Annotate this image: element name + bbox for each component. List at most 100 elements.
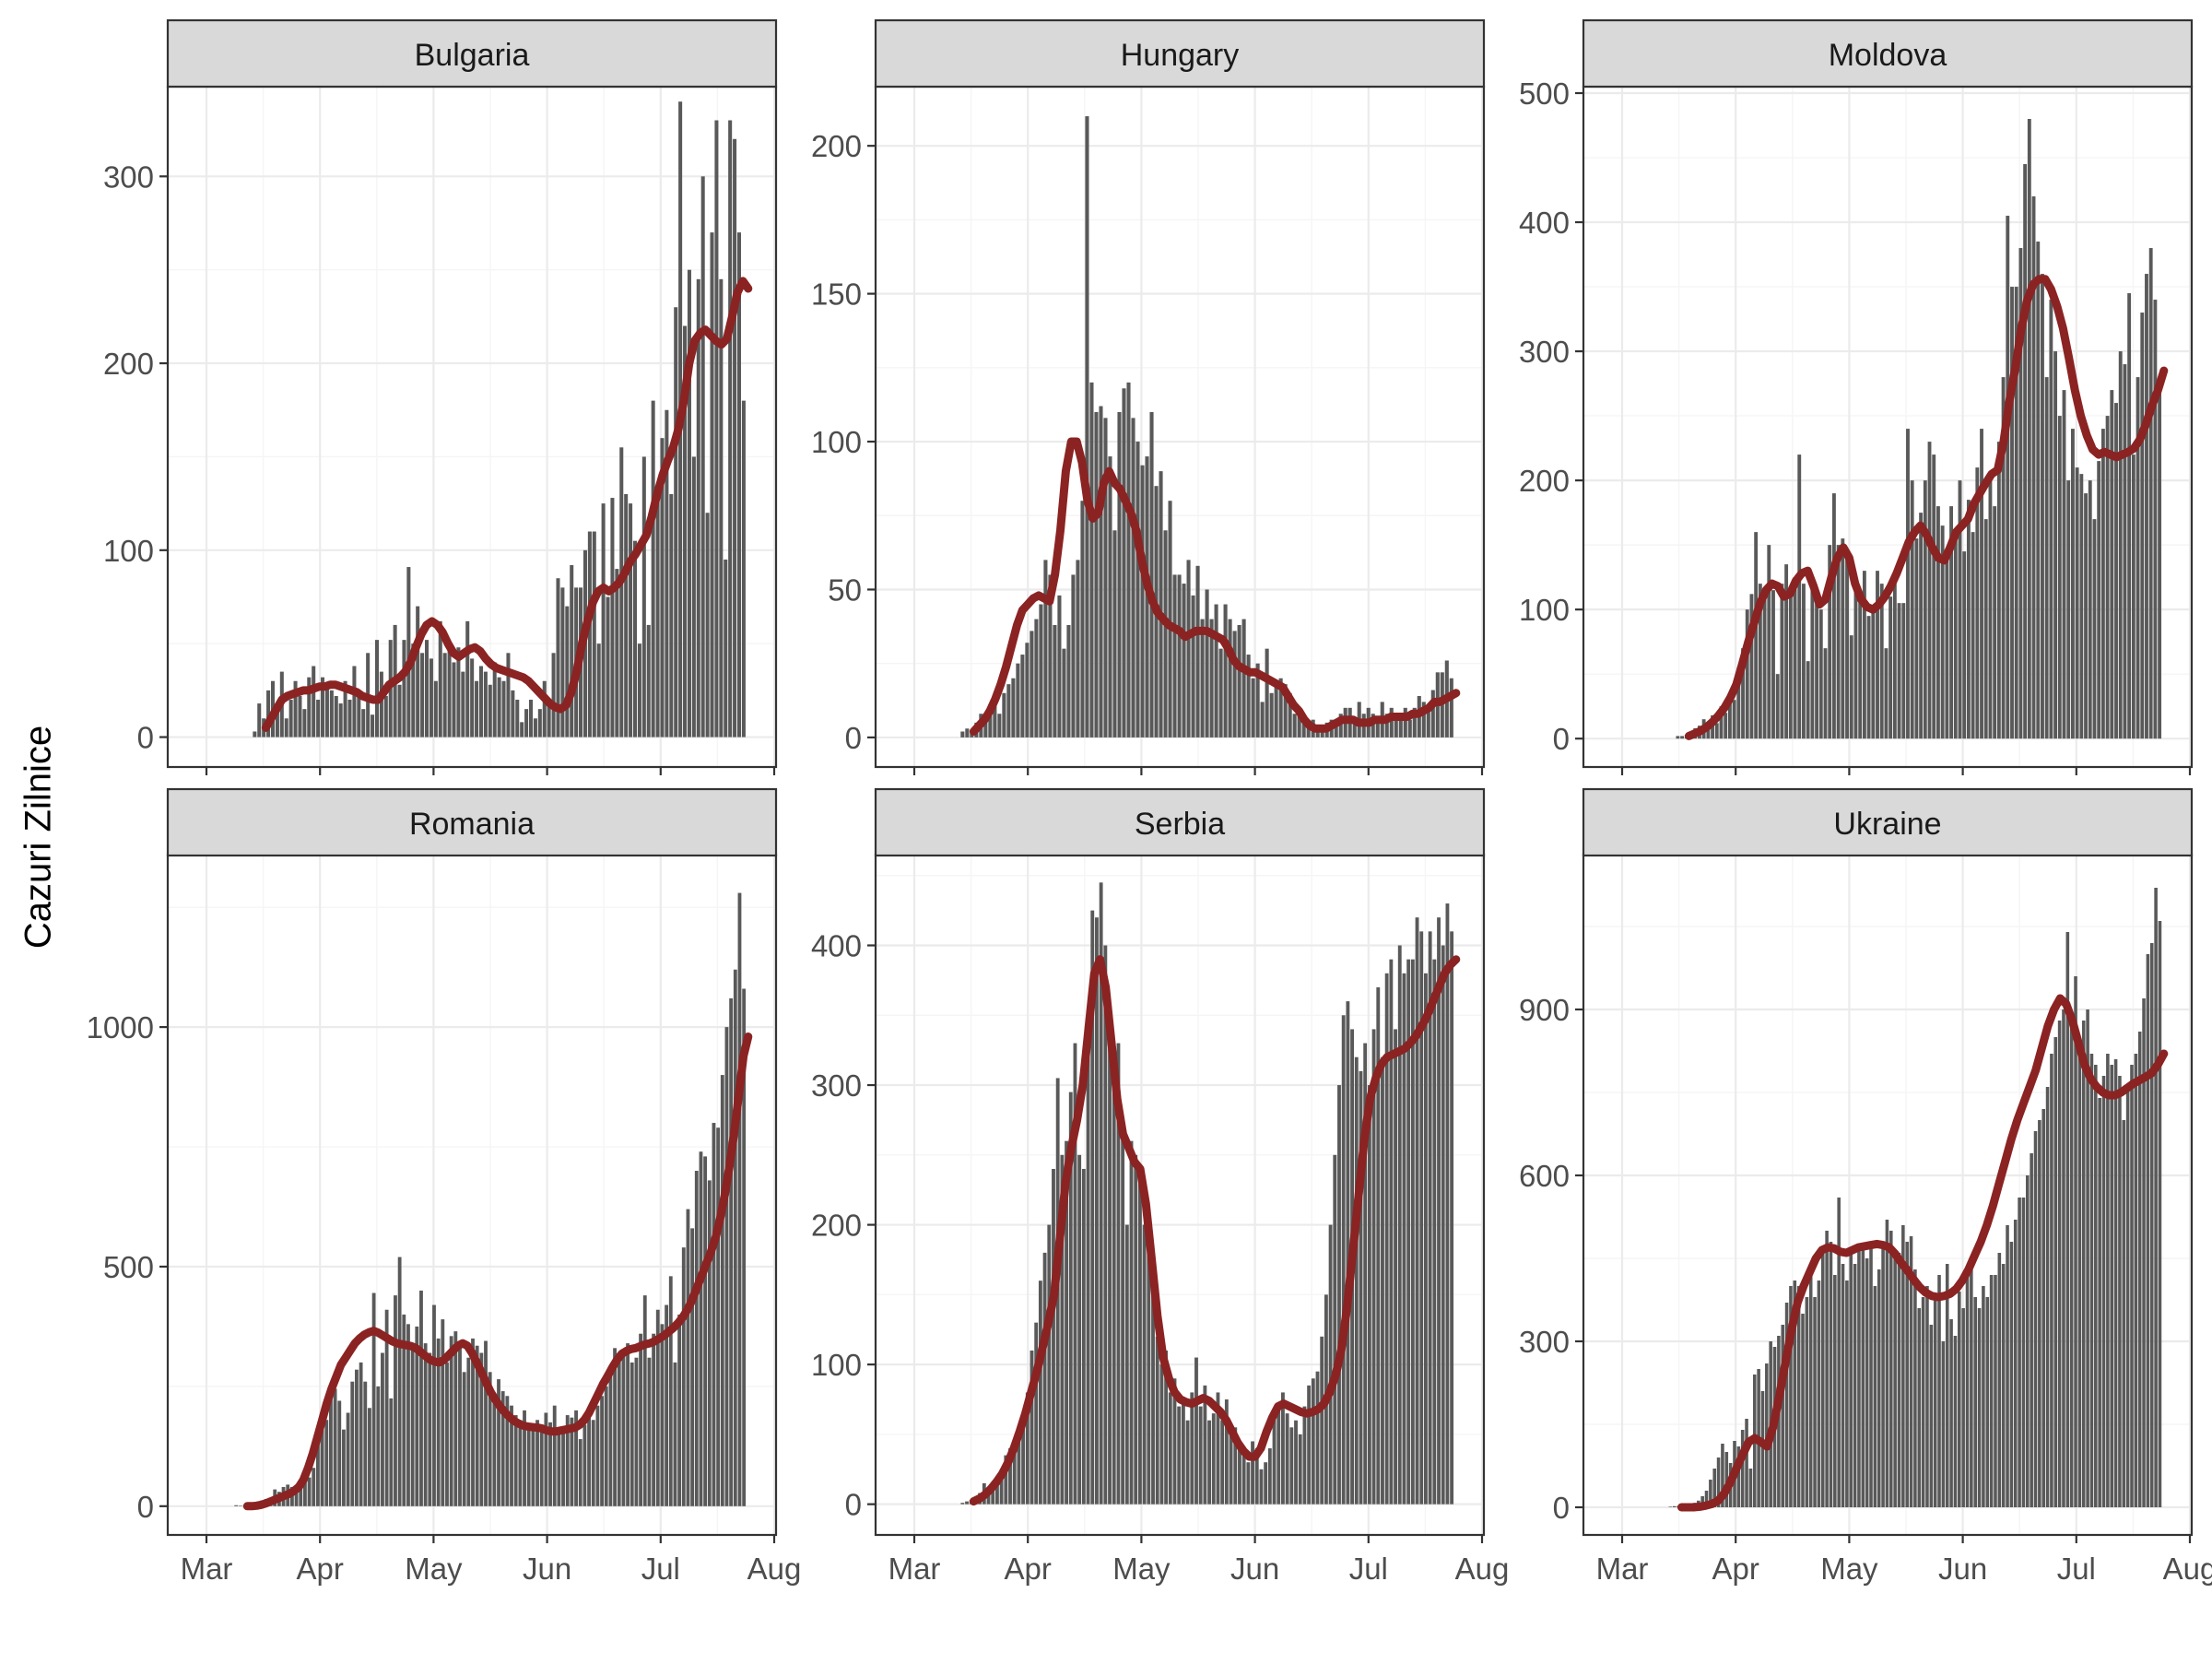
bar	[1060, 1154, 1065, 1505]
bar	[1823, 648, 1828, 739]
bar	[683, 325, 688, 738]
bar	[1065, 1140, 1068, 1505]
bar	[1775, 674, 1780, 739]
bar	[438, 620, 442, 738]
bar	[1376, 986, 1381, 1505]
y-tick-label: 200	[811, 129, 862, 163]
bar	[371, 714, 375, 738]
bar	[1857, 1247, 1861, 1507]
bar	[1085, 116, 1089, 738]
bar	[466, 1357, 471, 1506]
bar	[560, 587, 565, 738]
bar	[1958, 480, 1962, 739]
bar	[2038, 1120, 2041, 1507]
bar	[1002, 692, 1006, 738]
bar	[1135, 442, 1140, 738]
bar	[720, 1075, 724, 1506]
bar	[397, 1257, 402, 1506]
bar	[626, 1343, 629, 1506]
bar	[986, 1490, 991, 1505]
bar	[453, 1331, 458, 1506]
bar	[699, 1151, 703, 1506]
y-tick-label: 400	[811, 929, 862, 963]
bar	[338, 703, 343, 738]
bar	[677, 1314, 682, 1506]
bar	[1025, 1392, 1030, 1505]
bar	[1780, 584, 1784, 739]
x-tick-label: May	[405, 1552, 463, 1586]
bar	[2158, 921, 2162, 1507]
bar	[570, 565, 574, 738]
bar	[288, 700, 293, 738]
bar	[542, 680, 547, 738]
bar	[1068, 1092, 1073, 1505]
bar	[1053, 624, 1057, 738]
bar	[733, 138, 737, 738]
bar	[1260, 702, 1265, 738]
bar	[691, 456, 696, 738]
bar	[1841, 538, 1845, 739]
bar	[724, 1027, 729, 1506]
bar	[2140, 313, 2145, 739]
y-tick-label: 0	[1553, 722, 1570, 756]
bar	[681, 1247, 686, 1506]
bar	[687, 269, 691, 738]
x-tick-label: Mar	[888, 1552, 941, 1586]
bar	[1802, 584, 1806, 739]
bar	[1163, 530, 1168, 738]
bar	[983, 716, 988, 738]
bar	[606, 596, 610, 738]
bar	[595, 1405, 600, 1506]
bar	[668, 1276, 673, 1506]
bar	[2114, 403, 2118, 739]
bar	[2092, 519, 2097, 739]
y-tick-label: 100	[1519, 593, 1570, 627]
bar	[551, 653, 556, 738]
bar	[1813, 1297, 1817, 1507]
bar	[298, 695, 302, 738]
bar	[1971, 532, 1975, 739]
bar	[591, 1420, 595, 1506]
bar	[547, 700, 551, 738]
bar	[733, 969, 737, 1506]
bar	[1983, 519, 1988, 739]
bar	[1134, 1154, 1138, 1505]
bar	[1338, 714, 1343, 738]
bar	[1042, 1252, 1047, 1505]
bar	[561, 1429, 565, 1506]
bar	[1932, 454, 1936, 739]
bar	[2014, 287, 2018, 739]
bar	[1328, 1224, 1333, 1505]
bar	[1949, 1319, 1953, 1507]
bar	[1333, 1154, 1337, 1505]
bar	[637, 643, 641, 738]
bar	[484, 1340, 488, 1506]
bar	[1897, 1253, 1901, 1507]
bar	[1086, 1015, 1090, 1505]
bar	[1211, 1413, 1216, 1505]
bar	[1736, 667, 1741, 739]
bar	[1837, 1198, 1841, 1507]
bar	[1220, 1420, 1225, 1505]
bar	[1724, 1452, 1729, 1507]
y-tick-label: 50	[828, 572, 862, 607]
bar	[1315, 1371, 1320, 1505]
bar	[1441, 945, 1445, 1505]
bar	[634, 1357, 639, 1506]
bar	[1062, 648, 1066, 738]
bar	[1223, 604, 1228, 738]
bar	[355, 1369, 359, 1506]
bar	[2018, 1198, 2021, 1507]
bar	[1953, 1336, 1958, 1507]
bar	[1428, 931, 1432, 1505]
bar	[2118, 1076, 2122, 1507]
bar	[2130, 1065, 2134, 1507]
bar	[433, 680, 438, 738]
bar	[1432, 959, 1437, 1505]
bar	[1294, 1420, 1298, 1505]
bar	[705, 513, 710, 738]
bar	[441, 1319, 445, 1506]
bar	[320, 1429, 324, 1506]
bar	[429, 658, 433, 738]
bar	[2131, 454, 2136, 739]
